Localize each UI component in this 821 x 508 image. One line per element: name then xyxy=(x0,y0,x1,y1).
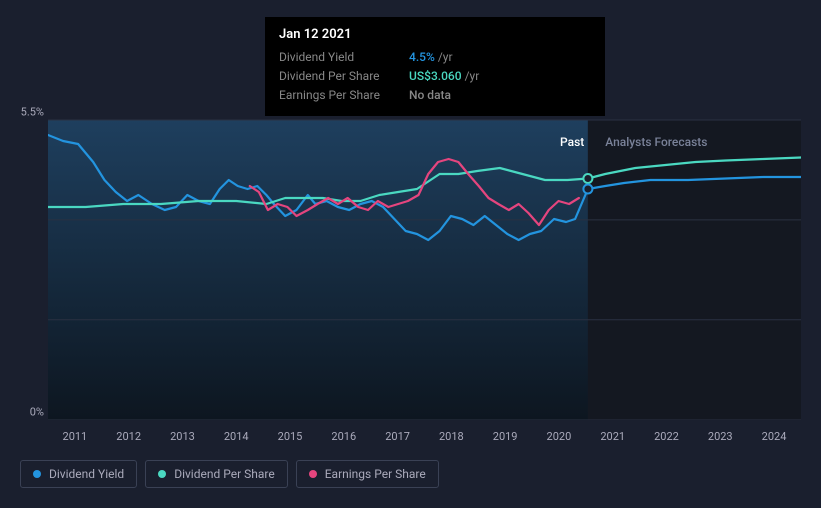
x-tick: 2022 xyxy=(640,430,694,443)
tooltip-label: Dividend Yield xyxy=(279,48,409,67)
x-tick: 2018 xyxy=(424,430,478,443)
y-axis-min: 0% xyxy=(30,406,44,419)
legend-dot xyxy=(158,470,166,478)
tooltip-label: Earnings Per Share xyxy=(279,86,409,105)
tooltip-date: Jan 12 2021 xyxy=(279,27,591,42)
legend-item[interactable]: Dividend Per Share xyxy=(145,460,288,488)
x-tick: 2020 xyxy=(532,430,586,443)
x-tick: 2016 xyxy=(317,430,371,443)
past-label: Past xyxy=(560,135,584,149)
x-tick: 2014 xyxy=(209,430,263,443)
legend-label: Earnings Per Share xyxy=(325,467,426,481)
legend-item[interactable]: Earnings Per Share xyxy=(296,460,439,488)
x-tick: 2019 xyxy=(478,430,532,443)
tooltip-value: US$3.060 xyxy=(409,67,462,86)
tooltip-row: Dividend Per ShareUS$3.060/yr xyxy=(279,67,591,86)
x-tick: 2024 xyxy=(747,430,801,443)
x-axis-labels: 2011201220132014201520162017201820192020… xyxy=(48,430,801,443)
tooltip-row: Dividend Yield4.5%/yr xyxy=(279,48,591,67)
y-axis-max: 5.5% xyxy=(21,106,44,119)
x-tick: 2015 xyxy=(263,430,317,443)
legend-label: Dividend Yield xyxy=(49,467,124,481)
x-tick: 2012 xyxy=(102,430,156,443)
tooltip-value: 4.5% xyxy=(409,48,435,67)
x-tick: 2021 xyxy=(586,430,640,443)
chart-container: 5.5% 0% Past Analysts Forecasts xyxy=(20,105,801,420)
tooltip: Jan 12 2021 Dividend Yield4.5%/yrDividen… xyxy=(265,17,605,116)
tooltip-row: Earnings Per ShareNo data xyxy=(279,86,591,105)
tooltip-label: Dividend Per Share xyxy=(279,67,409,86)
legend: Dividend Yield Dividend Per Share Earnings… xyxy=(20,460,439,488)
tooltip-suffix: /yr xyxy=(438,48,453,67)
legend-dot xyxy=(33,470,41,478)
x-tick: 2013 xyxy=(156,430,210,443)
tooltip-value: No data xyxy=(409,86,451,105)
x-tick: 2017 xyxy=(371,430,425,443)
plot-area[interactable]: Past Analysts Forecasts xyxy=(48,105,801,420)
legend-label: Dividend Per Share xyxy=(174,467,275,481)
x-tick: 2023 xyxy=(693,430,747,443)
x-tick: 2011 xyxy=(48,430,102,443)
tooltip-suffix: /yr xyxy=(465,67,480,86)
legend-dot xyxy=(309,470,317,478)
tooltip-rows: Dividend Yield4.5%/yrDividend Per ShareU… xyxy=(279,48,591,106)
legend-item[interactable]: Dividend Yield xyxy=(20,460,137,488)
forecast-label: Analysts Forecasts xyxy=(605,135,707,149)
